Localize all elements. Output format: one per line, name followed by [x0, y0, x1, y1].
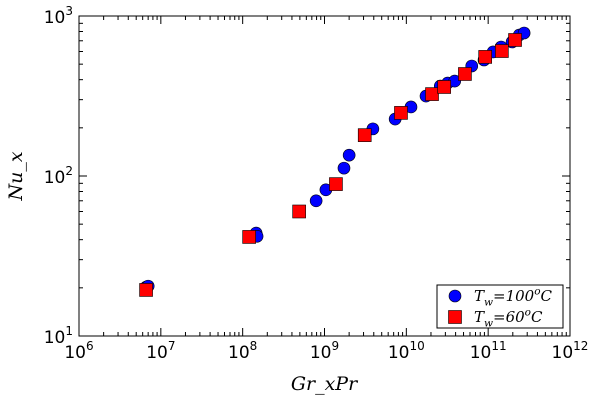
x-tick-label: 1012: [552, 339, 589, 363]
red-square-point: [425, 87, 439, 101]
red-square-point: [508, 33, 522, 47]
legend-label: Tw​=100o​C: [474, 285, 553, 308]
red-square-point: [292, 204, 306, 219]
legend: Tw​=100o​CTw​=60o​C: [436, 284, 564, 330]
x-tick-label: 1011: [470, 339, 507, 363]
x-tick-label: 109: [310, 339, 339, 363]
blue-circle-point: [337, 161, 351, 175]
x-tick-label: 108: [228, 339, 257, 363]
y-axis-label: Nu_x: [5, 151, 27, 201]
red-square-point: [394, 106, 408, 120]
x-axis-label: Gr_xPr: [291, 373, 359, 395]
red-square-point: [329, 177, 343, 191]
legend-marker: [448, 289, 462, 303]
red-square-point: [242, 230, 256, 244]
red-square-point: [458, 67, 472, 81]
red-square-point: [357, 128, 372, 142]
blue-circle-point: [342, 148, 356, 162]
data-marks: [139, 26, 531, 297]
y-tick-label: 102: [44, 164, 73, 188]
red-square-point: [139, 283, 153, 297]
x-tick-label: 106: [64, 339, 93, 363]
legend-label: Tw​=60o​C: [474, 306, 543, 329]
blue-circle-point: [309, 194, 323, 208]
legend-marker: [448, 310, 462, 324]
red-square-point: [437, 80, 451, 94]
red-square-point: [495, 44, 509, 58]
x-tick-label: 1010: [388, 339, 425, 363]
x-tick-label: 107: [146, 339, 175, 363]
red-square-point: [478, 50, 493, 64]
y-tick-label: 103: [44, 4, 73, 28]
